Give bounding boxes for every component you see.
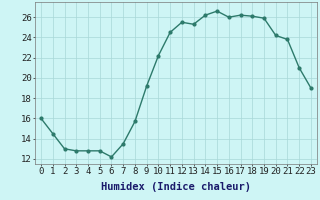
- X-axis label: Humidex (Indice chaleur): Humidex (Indice chaleur): [101, 182, 251, 192]
